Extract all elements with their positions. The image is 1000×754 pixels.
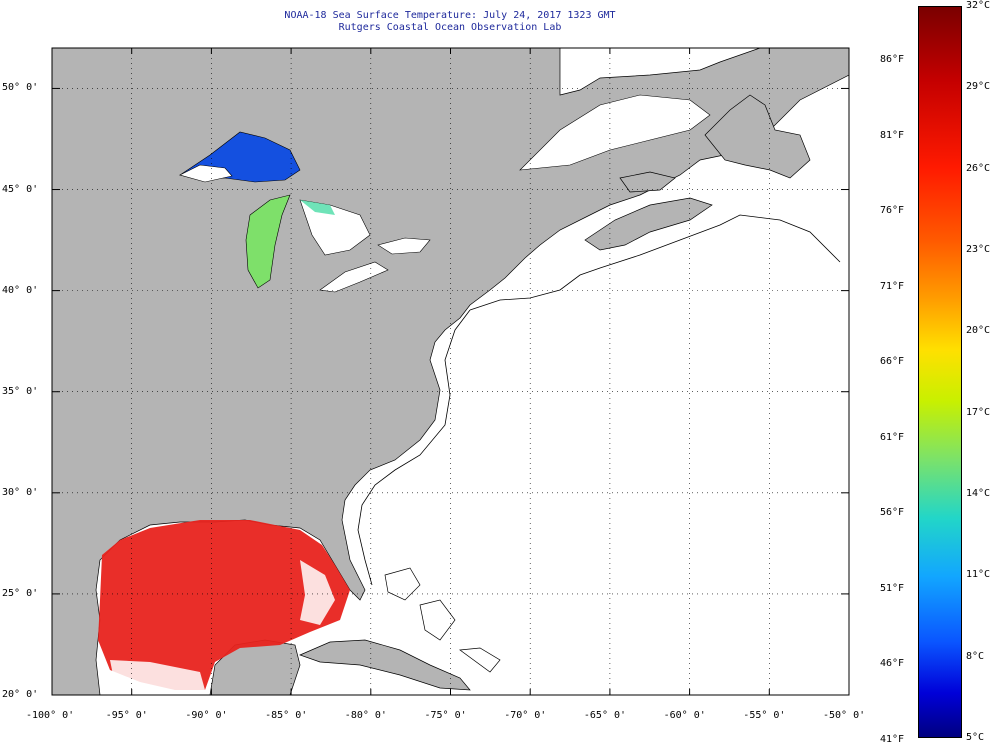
land-nova-scotia (584, 197, 713, 251)
colorbar-fahrenheit-label: 76°F (880, 205, 905, 217)
lake-huron-sst (300, 200, 335, 215)
gulf-nodata-south (110, 660, 205, 690)
longitude-tick-label: -75° 0' (424, 710, 467, 721)
gulf-nodata-patch (300, 560, 335, 625)
colorbar-fahrenheit-label: 51°F (880, 582, 905, 594)
lake-superior-west (179, 164, 233, 183)
colorbar-fahrenheit-label: 41°F (880, 734, 905, 745)
colorbar-celsius-label: 14°C (966, 488, 991, 499)
gulf-sst-field (98, 520, 350, 690)
longitude-tick-label: -80° 0' (344, 710, 387, 721)
lake-huron (299, 199, 371, 256)
latitude-tick-label: 30° 0' (2, 486, 39, 498)
longitude-tick-label: -100° 0' (26, 710, 75, 721)
longitude-tick-label: -85° 0' (265, 710, 308, 721)
colorbar-celsius-label: 11°C (966, 569, 991, 581)
map-subtitle: Rutgers Coastal Ocean Observation Lab (338, 22, 562, 33)
colorbar-celsius-label: 32°C (966, 0, 991, 11)
lake-erie (319, 261, 389, 293)
colorbar-celsius-label: 29°C (966, 81, 991, 93)
longitude-tick-label: -70° 0' (504, 710, 547, 721)
latitude-tick-label: 25° 0' (2, 587, 39, 599)
longitude-tick-label: -95° 0' (105, 710, 148, 721)
colorbar-celsius-label: 5°C (966, 732, 985, 743)
colorbar-fahrenheit-label: 56°F (880, 507, 905, 519)
longitude-tick-label: -90° 0' (185, 710, 228, 721)
colorbar-fahrenheit-label: 86°F (880, 54, 905, 65)
land-cuba (299, 639, 471, 691)
land-newfoundland (704, 94, 811, 179)
latitude-tick-label: 50° 0' (2, 82, 39, 94)
latitude-tick-label: 20° 0' (2, 689, 39, 700)
st-lawrence-water (519, 94, 711, 171)
longitude-tick-label: -50° 0' (823, 710, 866, 721)
colorbar-celsius-label: 17°C (966, 406, 991, 418)
land-pei (619, 171, 676, 193)
colorbar-celsius-label: 26°C (966, 162, 991, 174)
latitude-tick-label: 35° 0' (2, 385, 39, 397)
map-title: NOAA-18 Sea Surface Temperature: July 24… (284, 10, 616, 21)
colorbar-fahrenheit-label: 66°F (880, 356, 905, 368)
lake-michigan (245, 194, 291, 289)
colorbar-celsius-label: 20°C (966, 325, 991, 337)
bahamas-outline (384, 567, 501, 673)
latitude-tick-label: 40° 0' (2, 284, 39, 296)
sst-colorbar (918, 6, 962, 738)
colorbar-celsius-label: 23°C (966, 244, 991, 255)
colorbar-celsius-label: 8°C (966, 650, 985, 662)
longitude-tick-label: -60° 0' (663, 710, 706, 721)
shelf-contour-south (357, 309, 471, 586)
latitude-tick-label: 45° 0' (2, 183, 39, 195)
colorbar-fahrenheit-label: 71°F (880, 280, 905, 292)
colorbar-fahrenheit-label: 46°F (880, 658, 905, 670)
longitude-tick-label: -55° 0' (743, 710, 786, 721)
colorbar-fahrenheit-label: 81°F (880, 129, 905, 141)
longitude-tick-label: -65° 0' (583, 710, 627, 721)
colorbar-fahrenheit-label: 61°F (880, 431, 905, 443)
lake-ontario (377, 237, 431, 255)
axis-ticks (51, 48, 850, 696)
